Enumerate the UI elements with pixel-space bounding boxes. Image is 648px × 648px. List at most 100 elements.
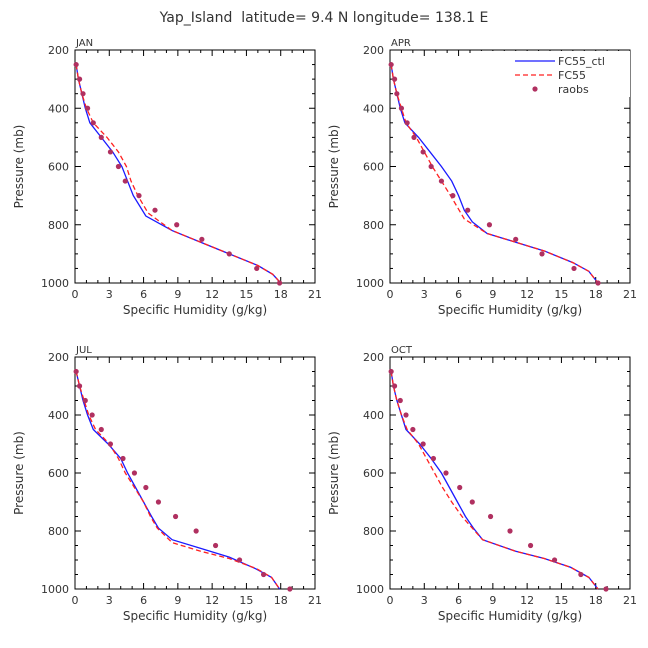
y-tick-label: 400 <box>48 409 69 422</box>
x-tick-label: 0 <box>387 594 394 607</box>
y-tick-label: 1000 <box>356 277 384 290</box>
panel-title: JAN <box>75 38 93 49</box>
raobs-point <box>388 61 394 68</box>
raobs-point <box>595 280 601 286</box>
y-tick-label: 400 <box>48 102 69 115</box>
raobs-point <box>84 105 91 111</box>
x-axis-label: Specific Humidity (g/kg) <box>438 609 582 623</box>
x-tick-label: 21 <box>308 288 322 301</box>
raobs-point <box>82 397 88 404</box>
panel-title: OCT <box>391 345 413 356</box>
fc55-line <box>75 371 281 590</box>
legend-label: FC55 <box>558 69 586 82</box>
fc55-ctl-line <box>75 371 281 590</box>
fc55-ctl-line <box>390 371 599 590</box>
y-tick-label: 1000 <box>356 583 384 596</box>
raobs-point <box>443 470 449 476</box>
y-axis-label: Pressure (mb) <box>327 125 341 209</box>
plot-frame <box>74 356 316 590</box>
raobs-point <box>469 499 475 505</box>
raobs-point <box>107 441 114 447</box>
raobs-point <box>76 76 83 82</box>
raobs-point <box>236 557 243 563</box>
x-tick-label: 18 <box>274 594 288 607</box>
raobs-point <box>254 265 260 272</box>
x-tick-label: 15 <box>239 288 253 301</box>
raobs-point <box>260 571 267 578</box>
raobs-point <box>571 265 577 272</box>
y-tick-label: 1000 <box>41 583 69 596</box>
panels: 0 3 6 9 12 15 18 212004006008001000JANSpecific … <box>12 38 637 623</box>
x-tick-label: 12 <box>205 288 219 301</box>
panel-apr: 0 3 6 9 12 15 18 21 200 400 600 800 1000 APR Specific … <box>327 38 637 317</box>
x-tick-label: 9 <box>489 288 496 301</box>
y-tick-label: 800 <box>48 525 69 538</box>
raobs-point <box>411 134 417 140</box>
x-axis-label: Specific Humidity (g/kg) <box>123 609 267 623</box>
raobs-point <box>136 193 142 199</box>
raobs-point <box>199 236 205 242</box>
raobs-point <box>98 426 104 433</box>
x-tick-label: 18 <box>589 594 603 607</box>
raobs-point <box>465 207 471 213</box>
raobs-point <box>391 76 398 82</box>
x-tick-label: 9 <box>174 288 181 301</box>
y-tick-label: 600 <box>363 161 384 174</box>
x-tick-label: 0 <box>387 288 394 301</box>
raobs-point <box>404 120 410 126</box>
raobs-point <box>115 163 122 170</box>
x-tick-label: 3 <box>421 594 428 607</box>
y-tick-label: 200 <box>363 351 384 364</box>
legend-label: FC55_ctl <box>558 55 605 68</box>
x-tick-label: 21 <box>308 594 322 607</box>
x-tick-label: 0 <box>72 594 79 607</box>
raobs-point <box>391 383 398 389</box>
panel-title: APR <box>391 38 411 49</box>
x-tick-label: 18 <box>274 288 288 301</box>
fc55-ctl-line <box>75 64 282 284</box>
x-tick-label: 9 <box>489 594 496 607</box>
raobs-point <box>438 178 445 184</box>
raobs-point <box>420 441 426 447</box>
y-tick-label: 600 <box>48 161 69 174</box>
raobs-point <box>527 542 534 549</box>
x-tick-label: 3 <box>106 594 113 607</box>
y-tick-label: 1000 <box>41 277 69 290</box>
legend-box <box>480 51 630 97</box>
raobs-point <box>551 557 558 563</box>
raobs-point <box>73 368 79 375</box>
raobs-point <box>76 383 83 389</box>
y-axis-label: Pressure (mb) <box>12 125 26 209</box>
raobs-point <box>603 586 609 592</box>
x-tick-label: 3 <box>421 288 428 301</box>
x-tick-label: 6 <box>140 288 147 301</box>
x-axis-label: Specific Humidity (g/kg) <box>438 303 582 317</box>
panel-jul: 0 3 6 9 12 15 18 21 200 400 600 800 1000 JUL Specific … <box>12 345 322 623</box>
raobs-point <box>388 368 394 375</box>
raobs-point <box>287 586 293 592</box>
x-tick-label: 15 <box>239 594 253 607</box>
x-tick-label: 21 <box>623 288 637 301</box>
raobs-point <box>90 120 96 126</box>
x-tick-label: 6 <box>455 594 462 607</box>
fc55-line <box>390 64 599 284</box>
raobs-point <box>487 513 494 520</box>
raobs-point <box>486 222 493 228</box>
x-tick-label: 9 <box>174 594 181 607</box>
x-tick-label: 6 <box>455 288 462 301</box>
raobs-point <box>155 499 162 505</box>
x-tick-label: 15 <box>554 288 568 301</box>
raobs-point <box>457 484 463 491</box>
raobs-point <box>131 470 138 476</box>
legend-raobs-marker <box>532 86 538 92</box>
x-tick-label: 12 <box>520 288 534 301</box>
raobs-point <box>450 193 456 199</box>
raobs-point <box>174 222 180 228</box>
x-axis-label: Specific Humidity (g/kg) <box>123 303 267 317</box>
x-tick-label: 12 <box>520 594 534 607</box>
raobs-point <box>398 105 405 111</box>
raobs-point <box>276 280 283 286</box>
fc55-line <box>75 64 282 284</box>
